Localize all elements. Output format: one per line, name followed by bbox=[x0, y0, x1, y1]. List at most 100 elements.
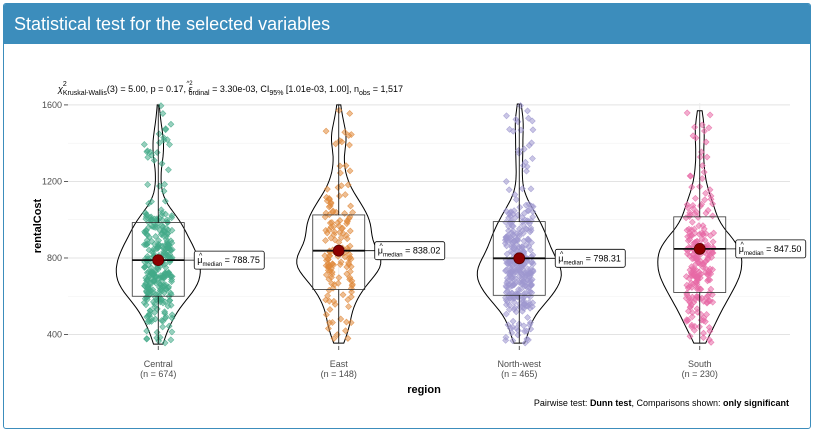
data-point bbox=[685, 294, 693, 302]
data-point bbox=[704, 206, 712, 214]
data-point bbox=[525, 142, 533, 149]
median-label-hat: ^ bbox=[560, 251, 564, 258]
data-point bbox=[142, 241, 150, 248]
data-point bbox=[344, 296, 352, 304]
data-point bbox=[693, 276, 701, 284]
data-point bbox=[160, 134, 168, 142]
data-point bbox=[698, 162, 706, 170]
data-point bbox=[157, 206, 165, 214]
data-point bbox=[334, 184, 342, 191]
data-point bbox=[349, 208, 357, 216]
median-label-sub: median bbox=[744, 251, 764, 257]
data-point bbox=[694, 284, 701, 292]
data-point bbox=[329, 207, 337, 215]
data-point bbox=[519, 294, 527, 302]
data-point bbox=[703, 311, 711, 318]
data-point bbox=[143, 335, 151, 342]
data-point bbox=[522, 302, 530, 310]
median-point bbox=[152, 254, 165, 267]
x-tick-count: (n = 230) bbox=[682, 369, 718, 379]
median-label: ^μmedian = 838.02 bbox=[378, 244, 441, 259]
data-point bbox=[331, 236, 339, 244]
data-point bbox=[347, 293, 355, 301]
data-point bbox=[525, 200, 533, 208]
data-point bbox=[504, 277, 512, 285]
data-point bbox=[694, 259, 702, 267]
violins: ^μmedian = 788.75^μmedian = 838.02 ^μmedi… bbox=[115, 102, 807, 347]
data-point bbox=[691, 194, 699, 202]
data-point bbox=[345, 303, 353, 311]
data-point bbox=[516, 203, 524, 211]
data-point bbox=[344, 218, 351, 226]
data-point bbox=[698, 235, 706, 243]
data-point bbox=[504, 321, 512, 329]
data-point bbox=[520, 145, 528, 153]
data-point bbox=[706, 111, 714, 119]
data-point bbox=[325, 297, 333, 305]
data-point bbox=[345, 250, 353, 258]
median-label-mu: μ bbox=[197, 255, 202, 265]
chart-subtitle: χ2 Kruskal-Wallis(3) = 5.00, p = 0.17, ε^… bbox=[57, 81, 403, 97]
median-point bbox=[332, 244, 345, 257]
data-point bbox=[158, 211, 166, 219]
data-point bbox=[523, 163, 531, 170]
data-point bbox=[529, 299, 537, 307]
data-point bbox=[521, 327, 529, 335]
data-point bbox=[704, 251, 711, 259]
median-label-sub: median bbox=[202, 262, 222, 268]
data-point bbox=[338, 138, 346, 146]
data-point bbox=[157, 102, 165, 110]
data-point bbox=[522, 282, 529, 290]
data-point bbox=[700, 317, 707, 324]
data-point bbox=[344, 181, 352, 189]
data-point bbox=[710, 229, 718, 237]
median-label-value: = 798.31 bbox=[583, 253, 621, 263]
data-point bbox=[342, 327, 349, 335]
data-point bbox=[684, 204, 692, 212]
data-point bbox=[696, 153, 704, 161]
data-point bbox=[524, 107, 531, 115]
data-point bbox=[514, 118, 522, 126]
data-point bbox=[691, 123, 699, 131]
data-point bbox=[512, 266, 520, 274]
x-axis-title: region bbox=[407, 384, 441, 396]
caption-shown: only significant bbox=[723, 398, 789, 408]
data-point bbox=[156, 182, 163, 190]
data-point bbox=[322, 311, 330, 319]
data-point bbox=[336, 261, 344, 268]
x-tick-count: (n = 674) bbox=[140, 369, 176, 379]
data-point bbox=[524, 336, 532, 344]
data-point bbox=[519, 278, 527, 286]
data-point bbox=[509, 222, 517, 230]
data-point bbox=[330, 228, 338, 236]
data-point bbox=[697, 270, 705, 278]
data-point bbox=[149, 249, 157, 257]
data-point bbox=[342, 162, 350, 170]
data-point bbox=[143, 277, 150, 284]
data-point bbox=[508, 329, 516, 337]
data-point bbox=[159, 323, 167, 331]
data-point bbox=[162, 252, 169, 260]
data-point bbox=[520, 237, 528, 245]
data-point bbox=[503, 112, 510, 120]
data-point bbox=[154, 240, 162, 248]
data-point bbox=[168, 212, 176, 220]
subtitle-n-sub: obs bbox=[359, 90, 371, 97]
data-point bbox=[150, 245, 157, 253]
y-tick-label: 1600 bbox=[42, 100, 62, 110]
data-point bbox=[324, 325, 332, 332]
data-point bbox=[505, 186, 513, 194]
data-point bbox=[166, 141, 173, 148]
data-point bbox=[524, 207, 532, 214]
x-tick-label: Central bbox=[144, 359, 173, 369]
data-point bbox=[503, 259, 511, 267]
data-point bbox=[505, 227, 512, 235]
data-point bbox=[140, 263, 148, 271]
median-label: ^μmedian = 847.50 bbox=[739, 242, 802, 257]
data-point bbox=[502, 333, 510, 341]
subtitle-chi-sup: 2 bbox=[63, 81, 67, 88]
data-point bbox=[150, 156, 158, 164]
median-label-mu: μ bbox=[378, 246, 383, 256]
data-point bbox=[151, 300, 159, 308]
data-point bbox=[702, 138, 710, 146]
